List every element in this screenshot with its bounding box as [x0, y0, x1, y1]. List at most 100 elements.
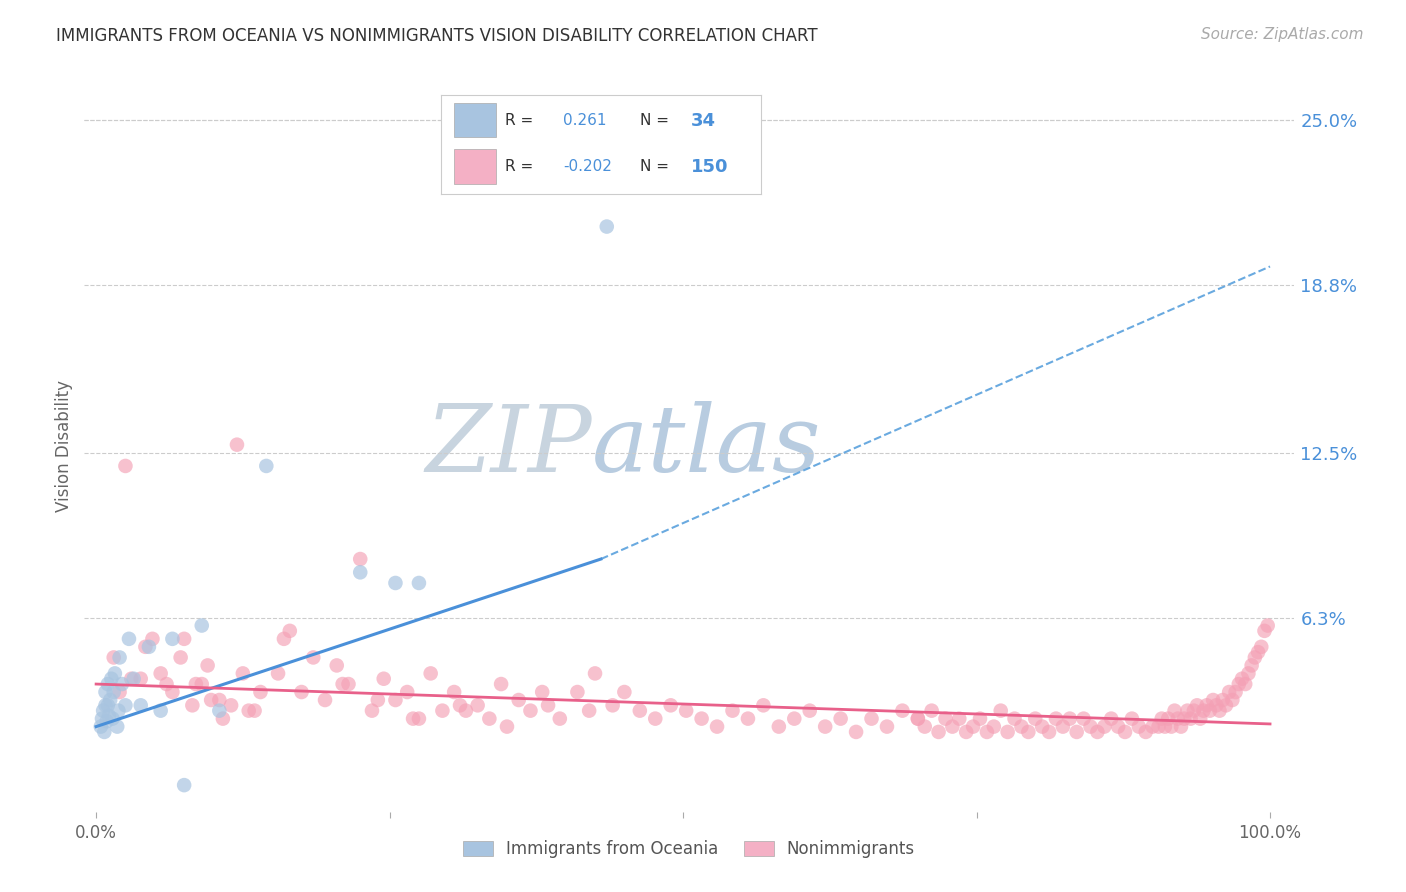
Legend: Immigrants from Oceania, Nonimmigrants: Immigrants from Oceania, Nonimmigrants: [463, 840, 915, 858]
Point: [628, 704, 651, 718]
Point: [212, 712, 235, 726]
Text: Source: ZipAtlas.com: Source: ZipAtlas.com: [1201, 27, 1364, 42]
Y-axis label: Vision Disability: Vision Disability: [55, 380, 73, 512]
Point: [1167, 712, 1189, 726]
Point: [941, 720, 963, 734]
Point: [361, 704, 384, 718]
Point: [519, 704, 541, 718]
Point: [531, 685, 554, 699]
Point: [644, 712, 666, 726]
Point: [1185, 698, 1208, 713]
Point: [860, 712, 883, 726]
Point: [100, 672, 122, 686]
Point: [675, 704, 697, 718]
Point: [243, 704, 266, 718]
Point: [443, 685, 465, 699]
Point: [249, 685, 271, 699]
Point: [1234, 677, 1257, 691]
Point: [478, 712, 501, 726]
Point: [91, 712, 114, 726]
Point: [232, 666, 254, 681]
Point: [129, 672, 152, 686]
Point: [567, 685, 589, 699]
Point: [1227, 677, 1250, 691]
Point: [659, 698, 682, 713]
Point: [1230, 672, 1253, 686]
Point: [226, 438, 249, 452]
Point: [396, 685, 419, 699]
Point: [384, 576, 406, 591]
Point: [169, 650, 191, 665]
Point: [1243, 650, 1265, 665]
Point: [432, 704, 454, 718]
Point: [928, 725, 950, 739]
Point: [596, 219, 619, 234]
Point: [1247, 645, 1270, 659]
Point: [408, 712, 430, 726]
Point: [314, 693, 336, 707]
Point: [278, 624, 301, 638]
Point: [184, 677, 207, 691]
Point: [97, 677, 120, 691]
Point: [1080, 720, 1102, 734]
Text: atlas: atlas: [592, 401, 821, 491]
Point: [1212, 693, 1234, 707]
Point: [103, 650, 125, 665]
Point: [1052, 720, 1074, 734]
Point: [1024, 712, 1046, 726]
Point: [181, 698, 204, 713]
Point: [1240, 658, 1263, 673]
Point: [1147, 720, 1170, 734]
Point: [149, 704, 172, 718]
Point: [1154, 720, 1177, 734]
Point: [419, 666, 441, 681]
Point: [1073, 712, 1095, 726]
Point: [1160, 720, 1182, 734]
Point: [1142, 720, 1164, 734]
Point: [706, 720, 728, 734]
Point: [104, 666, 127, 681]
Point: [814, 720, 837, 734]
Point: [876, 720, 898, 734]
Point: [548, 712, 571, 726]
Point: [332, 677, 354, 691]
Point: [326, 658, 349, 673]
Point: [90, 720, 112, 734]
Point: [111, 677, 134, 691]
Point: [1038, 725, 1060, 739]
Point: [105, 720, 128, 734]
Point: [1135, 725, 1157, 739]
Point: [997, 725, 1019, 739]
Point: [138, 640, 160, 654]
Point: [190, 618, 212, 632]
Point: [907, 712, 929, 726]
Point: [107, 704, 129, 718]
Point: [1225, 685, 1247, 699]
Point: [349, 552, 371, 566]
Point: [408, 576, 430, 591]
Point: [384, 693, 406, 707]
Point: [94, 698, 117, 713]
Point: [1010, 720, 1032, 734]
Point: [845, 725, 868, 739]
Point: [190, 677, 212, 691]
Point: [367, 693, 389, 707]
Point: [1045, 712, 1067, 726]
Point: [583, 666, 606, 681]
Point: [948, 712, 970, 726]
Point: [238, 704, 260, 718]
Point: [118, 632, 141, 646]
Point: [173, 632, 195, 646]
Point: [1257, 618, 1279, 632]
Point: [737, 712, 759, 726]
Point: [496, 720, 519, 734]
Point: [1189, 712, 1212, 726]
Point: [1173, 712, 1195, 726]
Point: [1163, 704, 1185, 718]
Point: [120, 672, 142, 686]
Point: [1107, 720, 1129, 734]
Point: [162, 685, 184, 699]
Point: [1205, 698, 1227, 713]
Point: [602, 698, 624, 713]
Point: [98, 693, 121, 707]
